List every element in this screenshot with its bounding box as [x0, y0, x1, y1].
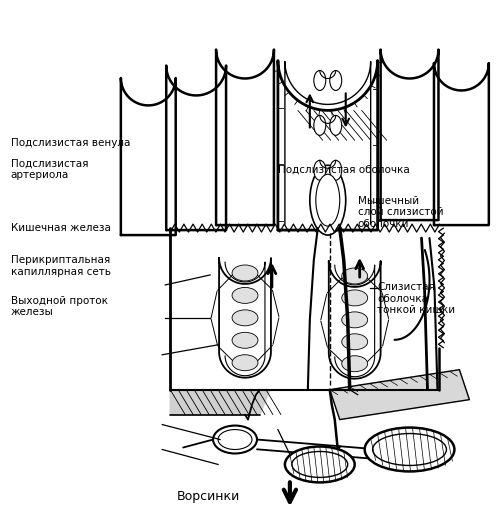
Text: Слизистая
оболочка
тонкой кишки: Слизистая оболочка тонкой кишки	[377, 282, 455, 315]
Ellipse shape	[232, 310, 258, 326]
Text: Ворсинки: Ворсинки	[177, 490, 241, 504]
Ellipse shape	[232, 288, 258, 303]
Ellipse shape	[330, 71, 342, 91]
Ellipse shape	[342, 356, 368, 372]
Polygon shape	[330, 370, 469, 420]
Polygon shape	[219, 258, 271, 378]
Text: Выходной проток
железы: Выходной проток железы	[10, 296, 108, 317]
Text: Подслизистая
артериола: Подслизистая артериола	[10, 158, 88, 180]
Polygon shape	[121, 78, 176, 235]
Ellipse shape	[218, 430, 252, 450]
Polygon shape	[170, 390, 270, 414]
Text: Подслизистая оболочка: Подслизистая оболочка	[278, 165, 410, 174]
Ellipse shape	[310, 165, 346, 235]
Ellipse shape	[342, 334, 368, 350]
Ellipse shape	[342, 268, 368, 284]
Ellipse shape	[342, 290, 368, 306]
Polygon shape	[278, 61, 378, 230]
Ellipse shape	[213, 425, 257, 453]
Polygon shape	[170, 228, 439, 390]
Ellipse shape	[365, 428, 454, 472]
Ellipse shape	[373, 433, 446, 465]
Ellipse shape	[292, 452, 348, 477]
Ellipse shape	[330, 160, 342, 180]
Polygon shape	[381, 50, 438, 220]
Ellipse shape	[330, 115, 342, 135]
Polygon shape	[216, 50, 274, 225]
Ellipse shape	[232, 332, 258, 348]
Ellipse shape	[232, 355, 258, 370]
Text: Кишечная железа: Кишечная железа	[10, 223, 110, 233]
Ellipse shape	[314, 71, 326, 91]
Polygon shape	[434, 63, 489, 225]
Ellipse shape	[314, 115, 326, 135]
Text: Подслизистая венула: Подслизистая венула	[10, 138, 130, 148]
Ellipse shape	[342, 312, 368, 328]
Polygon shape	[329, 261, 381, 379]
Ellipse shape	[316, 174, 340, 226]
Ellipse shape	[232, 265, 258, 281]
Text: Перикриптальная
капиллярная сеть: Перикриптальная капиллярная сеть	[10, 255, 111, 277]
Text: Мышечный
слой слизистой
оболочки: Мышечный слой слизистой оболочки	[357, 196, 443, 229]
Polygon shape	[166, 66, 226, 230]
Ellipse shape	[314, 160, 326, 180]
Ellipse shape	[285, 446, 355, 483]
